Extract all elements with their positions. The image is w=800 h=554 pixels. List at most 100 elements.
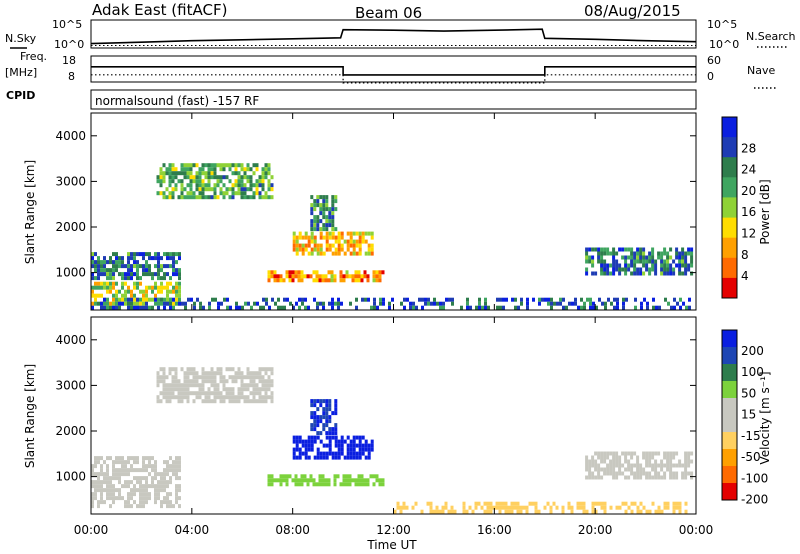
scatter-cell — [331, 297, 334, 302]
scatter-cell — [124, 272, 127, 277]
scatter-cell — [618, 471, 622, 476]
scatter-cell — [213, 187, 217, 192]
scatter-cell — [579, 501, 583, 506]
scatter-cell — [316, 399, 320, 404]
scatter-cell — [130, 488, 133, 493]
scatter-cell — [588, 247, 592, 252]
scatter-cell — [352, 435, 356, 440]
scatter-cell — [345, 274, 349, 279]
scatter-cell — [175, 456, 178, 461]
scatter-cell — [442, 301, 445, 306]
scatter-cell — [168, 399, 172, 404]
scatter-cell — [489, 509, 493, 514]
scatter-cell — [169, 476, 172, 481]
scatter-cell — [234, 179, 238, 184]
scatter-cell — [300, 274, 304, 279]
scatter-cell — [142, 492, 145, 497]
scatter-cell — [148, 492, 151, 497]
scatter-cell — [603, 259, 607, 264]
scatter-cell — [172, 272, 175, 277]
scatter-cell — [328, 443, 332, 448]
scatter-cell — [171, 395, 175, 400]
scatter-cell — [178, 281, 181, 286]
scatter-cell — [514, 305, 517, 310]
scatter-cell — [462, 501, 466, 506]
scatter-cell — [121, 264, 124, 269]
scatter-cell — [663, 501, 667, 506]
scatter-cell — [160, 500, 163, 505]
scatter-cell — [279, 478, 283, 483]
scatter-cell — [424, 297, 427, 302]
scatter-cell — [195, 195, 199, 200]
scatter-cell — [679, 297, 682, 302]
scatter-cell — [337, 251, 341, 256]
scatter-cell — [204, 395, 208, 400]
scatter-cell — [127, 468, 130, 473]
scatter-cell — [630, 501, 634, 506]
scatter-cell — [550, 301, 553, 306]
scatter-cell — [109, 480, 112, 485]
scatter-cell — [201, 191, 205, 196]
scatter-cell — [597, 501, 601, 506]
scatter-cell — [177, 383, 181, 388]
scatter-cell — [258, 375, 262, 380]
scatter-cell — [316, 251, 320, 256]
scatter-cell — [279, 278, 283, 283]
scatter-cell — [666, 505, 670, 510]
scatter-cell — [171, 195, 175, 200]
scatter-cell — [112, 285, 115, 290]
scatter-cell — [157, 472, 160, 477]
velocity-panel-frame — [90, 316, 697, 515]
scatter-cell — [403, 305, 406, 310]
scatter-cell — [355, 451, 359, 456]
scatter-cell — [331, 455, 335, 460]
scatter-cell — [322, 451, 326, 456]
scatter-cell — [325, 455, 329, 460]
scatter-cell — [225, 379, 229, 384]
scatter-cell — [633, 471, 637, 476]
scatter-cell — [160, 504, 163, 509]
scatter-cell — [547, 301, 550, 306]
scatter-cell — [225, 367, 229, 372]
scatter-cell — [175, 472, 178, 477]
scatter-cell — [577, 305, 580, 310]
scatter-cell — [121, 301, 124, 306]
scatter-cell — [295, 251, 299, 256]
scatter-cell — [228, 399, 232, 404]
scatter-cell — [600, 451, 604, 456]
scatter-cell — [174, 183, 178, 188]
scatter-cell — [169, 464, 172, 469]
scatter-cell — [103, 297, 106, 302]
scatter-cell — [589, 305, 592, 310]
scatter-cell — [142, 504, 145, 509]
scatter-cell — [624, 259, 628, 264]
scatter-cell — [600, 459, 604, 464]
colorbar-segment — [722, 157, 737, 178]
scatter-cell — [612, 251, 616, 256]
scatter-cell — [162, 371, 166, 376]
scatter-cell — [319, 415, 323, 420]
scatter-cell — [133, 260, 136, 265]
scatter-cell — [645, 459, 649, 464]
scatter-cell — [363, 274, 367, 279]
scatter-cell — [97, 460, 100, 465]
scatter-cell — [267, 395, 271, 400]
scatter-cell — [175, 500, 178, 505]
scatter-cell — [133, 468, 136, 473]
scatter-cell — [324, 478, 328, 483]
scatter-cell — [198, 387, 202, 392]
scatter-cell — [585, 475, 589, 480]
scatter-cell — [331, 219, 335, 224]
scatter-cell — [642, 471, 646, 476]
scatter-cell — [301, 235, 305, 240]
scatter-cell — [324, 274, 328, 279]
scatter-cell — [100, 488, 103, 493]
scatter-cell — [142, 305, 145, 310]
scatter-cell — [303, 474, 307, 479]
scatter-cell — [544, 297, 547, 302]
scatter-cell — [189, 171, 193, 176]
scatter-cell — [169, 500, 172, 505]
scatter-cell — [160, 281, 163, 286]
scatter-cell — [186, 375, 190, 380]
